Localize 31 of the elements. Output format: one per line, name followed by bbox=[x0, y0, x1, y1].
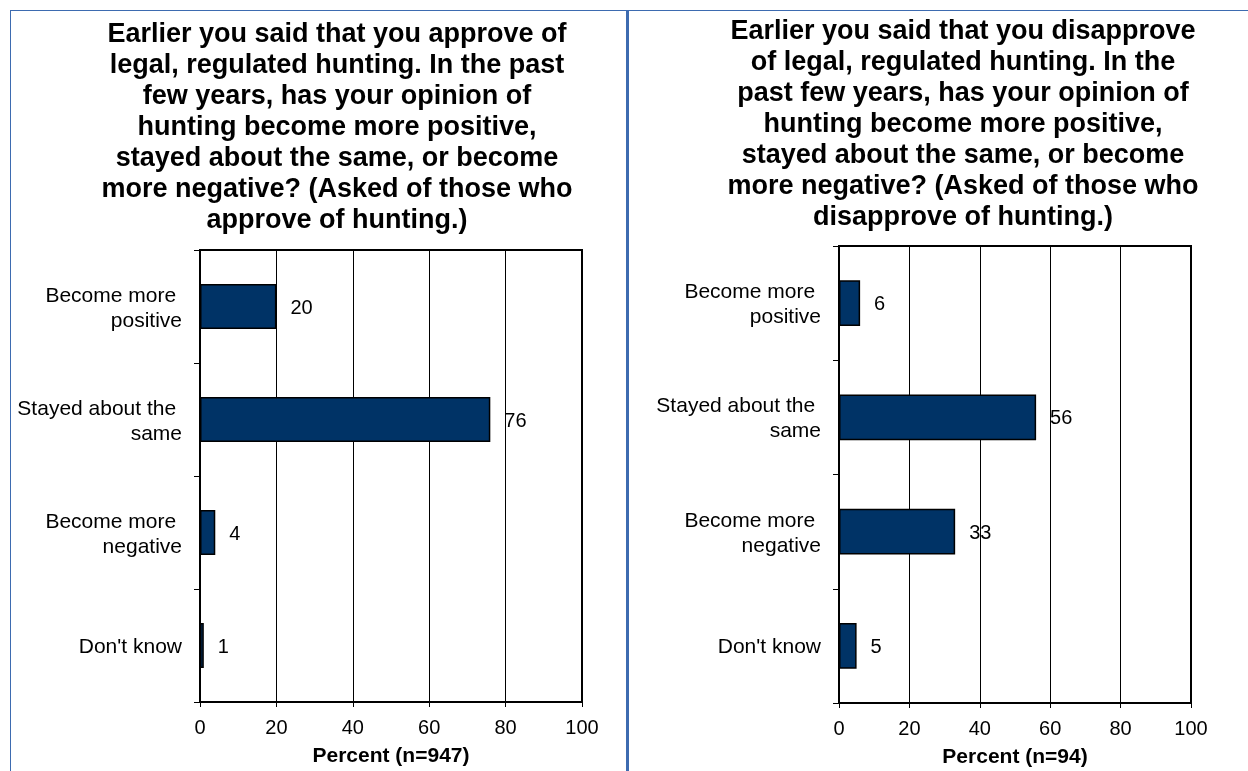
y-tick-label: Become more negative bbox=[684, 507, 821, 556]
data-label: 4 bbox=[229, 521, 241, 544]
data-label: 1 bbox=[217, 634, 229, 657]
y-tick-label: Become more negative bbox=[45, 508, 182, 557]
x-tick-label: 100 bbox=[1174, 717, 1208, 739]
x-tick-label: 100 bbox=[565, 716, 599, 738]
y-tick-label: Become more positive bbox=[45, 282, 182, 331]
chart-title: Earlier you said that you disapprove of legal, regulated hunting. In the past few years, has your opinion of hunting become more positive, stayed about the same, or become more negative? (Asked of those who disapprove of hunting.) bbox=[727, 14, 1199, 231]
x-tick-label: 80 bbox=[1109, 717, 1132, 739]
y-tick-label: Don't know bbox=[717, 634, 822, 658]
x-tick-label: 40 bbox=[341, 716, 364, 738]
x-tick-label: 20 bbox=[898, 717, 921, 739]
x-tick-label: 80 bbox=[494, 716, 517, 738]
data-label: 76 bbox=[504, 408, 527, 431]
data-label: 20 bbox=[290, 295, 313, 318]
x-tick-label: 20 bbox=[265, 716, 288, 738]
x-axis-title: Percent (n=947) bbox=[312, 743, 470, 766]
y-tick-label: Become more positive bbox=[684, 279, 821, 328]
x-tick-label: 60 bbox=[418, 716, 441, 738]
x-tick-label: 0 bbox=[194, 716, 206, 738]
chart-title: Earlier you said that you approve of legal, regulated hunting. In the past few years, has your opinion of hunting become more positive, stayed about the same, or become more negative? (Asked of those who approve of hunting.) bbox=[101, 17, 573, 234]
x-tick-label: 40 bbox=[968, 717, 991, 739]
data-label: 6 bbox=[874, 292, 886, 315]
x-tick-label: 0 bbox=[833, 717, 845, 739]
data-label: 56 bbox=[1050, 406, 1073, 429]
data-label: 5 bbox=[870, 634, 882, 657]
y-tick-label: Stayed about the same bbox=[17, 395, 182, 444]
y-tick-label: Stayed about the same bbox=[656, 393, 821, 442]
y-tick-label: Don't know bbox=[78, 634, 183, 657]
x-axis-title: Percent (n=94) bbox=[942, 744, 1088, 767]
x-tick-label: 60 bbox=[1039, 717, 1062, 739]
